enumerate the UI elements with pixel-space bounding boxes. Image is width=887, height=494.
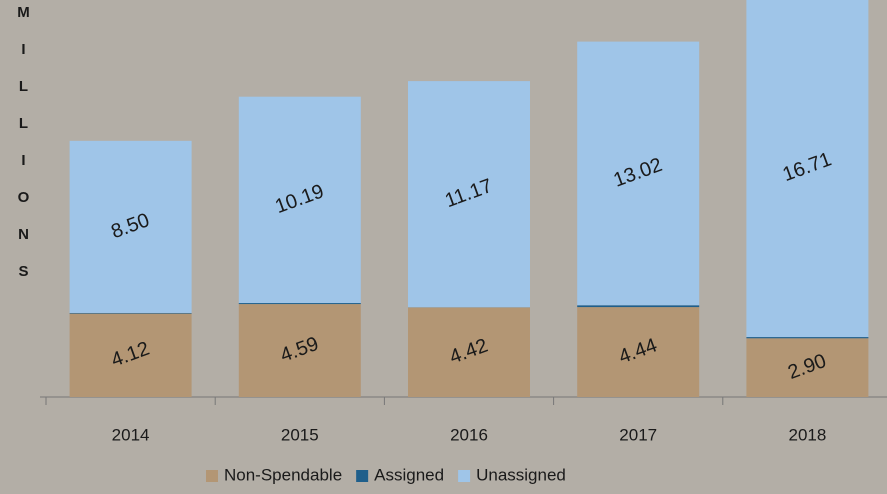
bar-segment bbox=[577, 305, 700, 308]
bar-segment bbox=[577, 307, 700, 397]
bar-segment bbox=[238, 304, 361, 397]
bar-segment bbox=[746, 337, 869, 339]
legend-label: Unassigned bbox=[476, 465, 566, 484]
bar-segment bbox=[69, 140, 192, 313]
legend-swatch bbox=[458, 470, 471, 482]
bar-segment bbox=[238, 303, 361, 305]
x-tick-label: 2018 bbox=[788, 425, 826, 444]
bar-segment bbox=[408, 307, 530, 397]
legend-swatch bbox=[356, 470, 369, 482]
x-tick-label: 2016 bbox=[450, 425, 488, 444]
bar-segment bbox=[69, 312, 192, 314]
bar-segment bbox=[408, 81, 530, 308]
legend-label: Non-Spendable bbox=[224, 465, 342, 484]
bar-segment bbox=[746, 338, 869, 397]
bar-segment bbox=[238, 96, 361, 304]
bar-segment bbox=[746, 0, 869, 338]
bar-segment bbox=[577, 41, 700, 306]
x-tick-label: 2014 bbox=[112, 425, 150, 444]
x-tick-label: 2015 bbox=[281, 425, 319, 444]
legend-label: Assigned bbox=[374, 465, 444, 484]
bar-segment bbox=[69, 313, 192, 397]
legend-swatch bbox=[206, 470, 218, 482]
x-tick-label: 2017 bbox=[619, 425, 657, 444]
y-axis-title: MILLIONS bbox=[15, 4, 32, 300]
